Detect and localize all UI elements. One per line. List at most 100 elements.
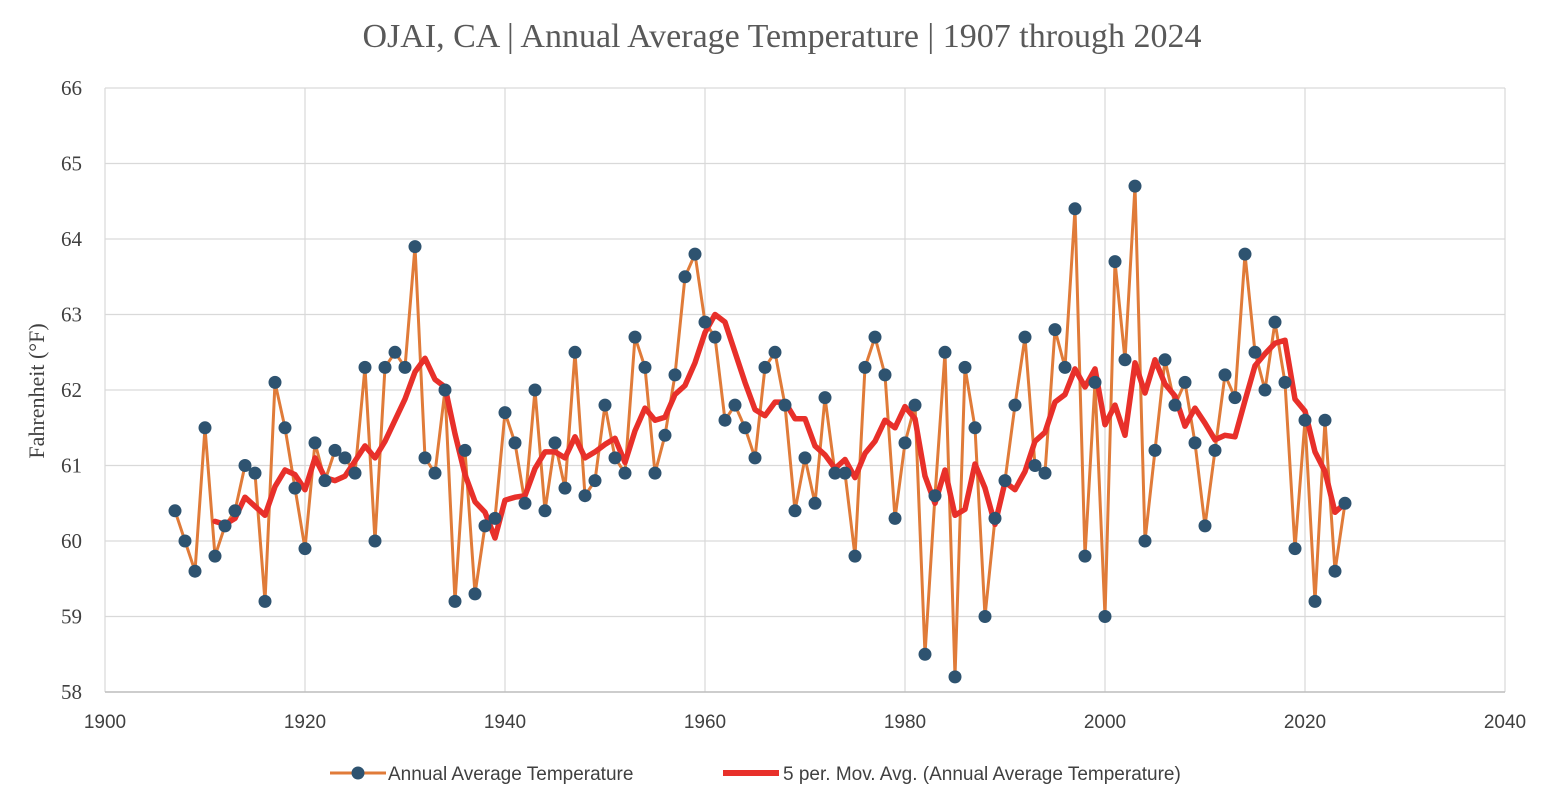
annual-temperature-point — [998, 474, 1012, 488]
annual-temperature-point — [1068, 202, 1082, 216]
annual-temperature-point — [418, 451, 432, 465]
y-tick-label: 61 — [61, 454, 82, 478]
annual-temperature-point — [428, 466, 442, 480]
grid-lines — [104, 87, 1506, 693]
annual-temperature-point — [1028, 459, 1042, 472]
annual-temperature-point — [538, 504, 552, 518]
annual-temperature-point — [278, 421, 292, 435]
annual-temperature-point — [1058, 360, 1072, 374]
annual-temperature-point — [1248, 345, 1262, 359]
annual-temperature-point — [918, 647, 932, 661]
annual-temperature-point — [1018, 330, 1032, 344]
annual-temperature-point — [1228, 391, 1242, 405]
x-tick-label: 2000 — [1084, 712, 1126, 733]
annual-temperature-point — [258, 594, 272, 608]
y-tick-label: 59 — [61, 605, 82, 629]
annual-temperature-point — [268, 375, 282, 389]
x-tick-label: 1920 — [284, 712, 326, 733]
annual-temperature-point — [688, 247, 702, 261]
y-tick-label: 66 — [61, 76, 82, 100]
annual-temperature-point — [1308, 594, 1322, 608]
annual-temperature-point — [888, 511, 902, 525]
annual-temperature-point — [248, 466, 262, 480]
annual-temperature-point — [408, 240, 422, 254]
annual-temperature-point — [508, 436, 522, 450]
annual-temperature-point — [1078, 549, 1092, 563]
annual-temperature-point — [368, 534, 382, 548]
annual-temperature-point — [878, 368, 892, 382]
annual-temperature-point — [1238, 247, 1252, 261]
annual-temperature-point — [518, 496, 532, 510]
annual-temperature-point — [778, 398, 792, 412]
legend-annual-label: Annual Average Temperature — [388, 764, 633, 785]
x-axis-ticks: 1900 1920 1940 1960 1980 2000 2020 2040 — [84, 712, 1526, 733]
annual-temperature-point — [1138, 534, 1152, 548]
annual-temperature-point — [438, 383, 452, 397]
annual-temperature-point — [1118, 353, 1132, 367]
annual-temperature-point — [498, 406, 512, 420]
annual-temperature-point — [478, 519, 492, 533]
y-axis-ticks: 58 59 60 61 62 63 64 65 66 — [61, 76, 83, 704]
annual-temperature-point — [1298, 413, 1312, 427]
annual-temperature-point — [468, 587, 482, 601]
annual-temperature-point — [1328, 564, 1342, 578]
annual-temperature-point — [238, 459, 252, 472]
annual-temperature-point — [758, 360, 772, 374]
annual-temperature-point — [528, 383, 542, 397]
annual-temperature-point — [1088, 375, 1102, 389]
annual-temperature-point — [1038, 466, 1052, 480]
annual-temperature-point — [988, 511, 1002, 525]
annual-temperature-point — [1168, 398, 1182, 412]
annual-temperature-point — [318, 474, 332, 488]
annual-temperature-point — [838, 466, 852, 480]
y-tick-label: 60 — [61, 529, 82, 553]
annual-temperature-point — [678, 270, 692, 284]
annual-temperature-point — [938, 345, 952, 359]
annual-temperature-point — [788, 504, 802, 518]
annual-temperature-point — [388, 345, 402, 359]
annual-temperature-point — [958, 360, 972, 374]
annual-temperature-point — [798, 451, 812, 465]
x-tick-label: 1980 — [884, 712, 926, 733]
legend-movavg-label: 5 per. Mov. Avg. (Annual Average Tempera… — [783, 764, 1181, 785]
annual-temperature-point — [658, 428, 672, 442]
annual-temperature-point — [608, 451, 622, 465]
annual-temperature-point — [1258, 383, 1272, 397]
annual-temperature-point — [378, 360, 392, 374]
annual-temperature-point — [188, 564, 202, 578]
annual-temperature-point — [588, 474, 602, 488]
annual-temperature-point — [1158, 353, 1172, 367]
annual-temperature-point — [1208, 443, 1222, 457]
annual-temperature-point — [638, 360, 652, 374]
x-tick-label: 2040 — [1484, 712, 1526, 733]
annual-temperature-point — [308, 436, 322, 450]
annual-temperature-point — [1148, 443, 1162, 457]
annual-temperature-point — [598, 398, 612, 412]
annual-temperature-point — [568, 345, 582, 359]
annual-temperature-point — [1098, 610, 1112, 623]
annual-temperature-point — [1108, 255, 1122, 269]
moving-average-line — [212, 311, 1348, 541]
annual-temperature-point — [748, 451, 762, 465]
annual-temperature-point — [208, 549, 222, 563]
annual-temperature-point — [198, 421, 212, 435]
annual-temperature-point — [328, 443, 342, 457]
annual-temperature-point — [1048, 323, 1062, 337]
annual-temperature-point — [578, 489, 592, 503]
legend: Annual Average Temperature 5 per. Mov. A… — [330, 764, 1181, 785]
annual-temperature-point — [1128, 179, 1142, 193]
annual-temperature-point — [448, 594, 462, 608]
annual-temperature-point — [558, 481, 572, 495]
annual-temperature-point — [1268, 315, 1282, 329]
annual-temperature-point — [628, 330, 642, 344]
annual-temperature-point — [968, 421, 982, 435]
y-tick-label: 62 — [61, 378, 82, 402]
annual-temperature-point — [828, 466, 842, 480]
plot-series — [168, 179, 1352, 684]
y-tick-label: 64 — [61, 227, 83, 251]
annual-temperature-point — [358, 360, 372, 374]
annual-temperature-point — [228, 504, 242, 518]
annual-temperature-point — [1198, 519, 1212, 533]
annual-temperature-point — [298, 542, 312, 556]
